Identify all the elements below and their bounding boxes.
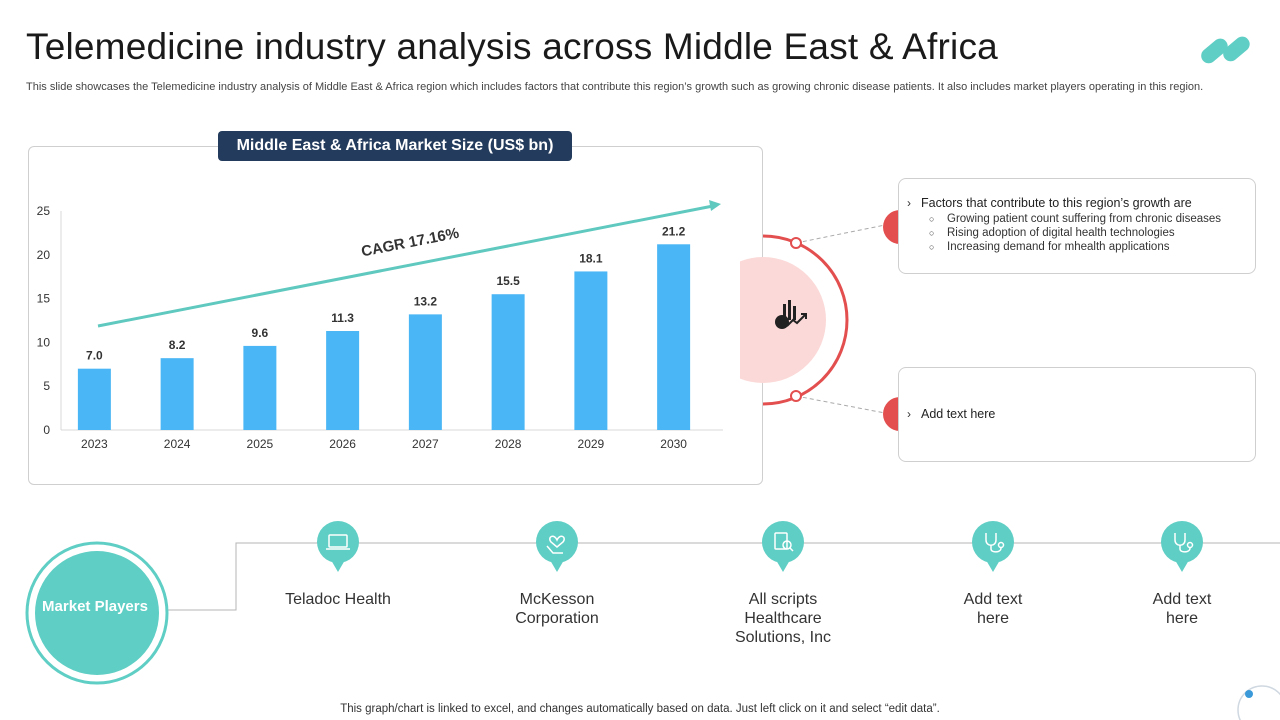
y-tick-label: 15	[37, 292, 51, 306]
x-tick-label-2028: 2028	[495, 437, 522, 451]
x-tick-label-2023: 2023	[81, 437, 108, 451]
factors-box: › Factors that contribute to this region…	[898, 178, 1256, 274]
bar-2030	[657, 244, 691, 430]
list-item: ○ Increasing demand for mhealth applicati…	[929, 241, 1170, 253]
y-tick-label: 20	[37, 248, 51, 262]
bar-2029	[574, 271, 608, 430]
laptop-icon	[326, 534, 350, 550]
x-tick-label-2024: 2024	[164, 437, 191, 451]
y-tick-label: 5	[43, 379, 50, 393]
player-name-3: All scripts Healthcare Solutions, Inc	[734, 591, 832, 646]
market-size-chart[interactable]: 05101520257.020238.220249.6202511.320261…	[28, 146, 763, 485]
player-marker-4	[972, 521, 1014, 572]
factors-heading: Factors that contribute to this region’s…	[921, 196, 1192, 210]
bar-2027	[408, 314, 442, 430]
stethoscope-icon	[1174, 533, 1194, 553]
bar-2028	[491, 294, 525, 430]
chevron-right-icon: ›	[907, 196, 911, 210]
growth-arc	[740, 210, 900, 431]
circle-bullet-icon: ○	[929, 228, 935, 238]
player-marker-1	[317, 521, 359, 572]
bar-2026	[326, 331, 360, 430]
page-title: Telemedicine industry analysis across Mi…	[26, 26, 998, 67]
y-tick-label: 10	[37, 335, 51, 349]
list-item: ○ Growing patient count suffering from ch…	[929, 213, 1222, 225]
x-tick-label-2025: 2025	[247, 437, 274, 451]
analytics-chart-icon	[775, 300, 807, 329]
placeholder-box: › Add text here	[898, 367, 1256, 462]
bar-2024	[160, 358, 194, 430]
cagr-trend-line	[97, 204, 714, 328]
player-name-2: McKesson Corporation	[515, 591, 599, 627]
x-tick-label-2030: 2030	[660, 437, 687, 451]
data-label-2026: 11.3	[331, 311, 354, 325]
data-label-2027: 13.2	[414, 294, 438, 308]
circle-bullet-icon: ○	[929, 214, 935, 224]
x-tick-label-2027: 2027	[412, 437, 439, 451]
data-label-2029: 18.1	[579, 251, 603, 265]
placeholder-text: Add text here	[921, 407, 996, 421]
stethoscope-icon	[985, 533, 1005, 553]
chart-title: Middle East & Africa Market Size (US$ bn…	[218, 131, 572, 161]
player-name-4: Add text here	[963, 591, 1023, 627]
player-marker-3	[762, 521, 804, 572]
cagr-arrowhead-icon	[709, 200, 721, 211]
x-tick-label-2026: 2026	[329, 437, 356, 451]
data-label-2024: 8.2	[169, 338, 186, 352]
data-label-2023: 7.0	[86, 349, 103, 363]
data-label-2025: 9.6	[252, 326, 269, 340]
list-item: ○ Rising adoption of digital health techn…	[929, 227, 1175, 239]
document-search-icon	[774, 532, 794, 552]
y-tick-label: 25	[37, 204, 51, 218]
data-label-2028: 15.5	[496, 274, 520, 288]
circle-bullet-icon: ○	[929, 242, 935, 252]
y-tick-label: 0	[43, 423, 50, 437]
factors-list: ○ Growing patient count suffering from ch…	[929, 212, 1221, 254]
cagr-annotation: CAGR 17.16%	[360, 225, 461, 261]
player-marker-5	[1161, 521, 1203, 572]
player-marker-2	[536, 521, 578, 572]
player-name-5: Add text here	[1152, 591, 1212, 627]
x-tick-label-2029: 2029	[578, 437, 605, 451]
market-players-label: Market Players	[42, 598, 148, 615]
bar-2023	[77, 368, 111, 430]
data-label-2030: 21.2	[662, 224, 686, 238]
chevron-right-icon: ›	[907, 407, 911, 421]
hand-heart-icon	[546, 535, 565, 554]
player-name-1: Teladoc Health	[285, 591, 391, 608]
pill-logo-icon	[1201, 36, 1250, 64]
footer-note: This graph/chart is linked to excel, and…	[340, 703, 940, 715]
page-subtitle: This slide showcases the Telemedicine in…	[26, 81, 1204, 93]
market-players-timeline	[25, 521, 1280, 720]
bar-2025	[243, 345, 277, 430]
